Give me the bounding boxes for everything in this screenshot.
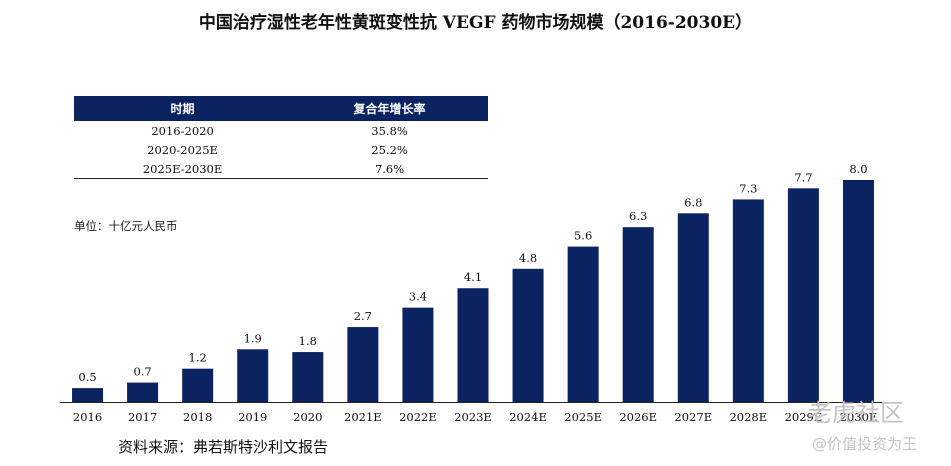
bar-2016 [72, 388, 104, 402]
data-label: 6.3 [629, 209, 647, 223]
data-label: 4.8 [519, 251, 537, 265]
watermark-handle: @价值投资为王 [812, 435, 918, 453]
period-cell: 2025E-2030E [74, 159, 292, 179]
cagr-table-header-row: 时期 复合年增长率 [74, 96, 488, 121]
data-label: 8.0 [849, 162, 867, 176]
data-label: 6.8 [684, 195, 702, 209]
period-header: 时期 [74, 96, 292, 121]
bar-2018 [182, 368, 214, 402]
x-tick-label: 2019 [238, 410, 267, 424]
bar-2030E [842, 180, 874, 402]
data-label: 2.7 [354, 309, 372, 323]
bar-2024E [512, 268, 544, 402]
bar-2017 [127, 382, 159, 402]
period-cell: 2020-2025E [147, 142, 218, 157]
cagr-cell: 7.6% [291, 159, 488, 179]
x-tick-label: 2020 [293, 410, 322, 424]
data-label: 0.5 [78, 370, 96, 384]
x-tick-label: 2024E [509, 410, 547, 424]
table-row: 2025E-2030E 7.6% [74, 159, 488, 179]
bars-group: 0.5 0.7 1.2 1.9 1.8 2.7 3.4 4.1 4.8 5.6 6.3 6.8 7.3 7… [72, 162, 874, 402]
bar-2025E [567, 246, 599, 402]
cagr-cell: 35.8% [371, 123, 408, 138]
bar-2022E [402, 307, 434, 402]
chart-title: 中国治疗湿性老年性黄斑变性抗 VEGF 药物市场规模（2016-2030E） [198, 13, 753, 33]
cagr-header: 复合年增长率 [291, 96, 488, 121]
bar-2028E [732, 199, 764, 402]
data-label: 4.1 [464, 270, 482, 284]
x-tick-label: 2030E [840, 410, 878, 424]
unit-label: 单位：十亿元人民币 [74, 219, 178, 233]
bar-2029E [787, 188, 819, 402]
table-row: 2020-2025E 25.2% [74, 140, 488, 159]
data-label: 0.7 [133, 365, 151, 379]
data-label: 1.2 [189, 351, 207, 365]
data-label: 7.7 [794, 170, 812, 184]
x-tick-label: 2021E [344, 410, 382, 424]
cagr-cell: 25.2% [371, 142, 408, 157]
bar-2019 [237, 349, 269, 402]
x-tick-label: 2018 [183, 410, 212, 424]
data-label: 1.9 [244, 331, 262, 345]
x-tick-label: 2022E [399, 410, 437, 424]
x-tick-label: 2029E [785, 410, 823, 424]
data-label: 7.3 [739, 181, 757, 195]
x-tick-label: 2028E [729, 410, 767, 424]
bar-2027E [677, 213, 709, 402]
x-tick-label: 2026E [619, 410, 657, 424]
period-cell: 2016-2020 [151, 123, 214, 138]
data-label: 5.6 [574, 229, 592, 243]
x-tick-label: 2027E [674, 410, 712, 424]
x-tick-label: 2023E [454, 410, 492, 424]
bar-2023E [457, 288, 489, 402]
cagr-table: 时期 复合年增长率 2016-2020 35.8% 2020-2025E 25.… [74, 96, 488, 179]
bar-2021E [347, 327, 379, 402]
x-tick-label: 2016 [73, 410, 102, 424]
source-note: 资料来源：弗若斯特沙利文报告 [118, 438, 329, 456]
data-label: 1.8 [299, 334, 317, 348]
watermark-logo-text: 老虎社区 [808, 399, 904, 427]
x-tick-label: 2017 [128, 410, 157, 424]
bar-2026E [622, 227, 654, 402]
data-label: 3.4 [409, 290, 427, 304]
table-row: 2016-2020 35.8% [74, 121, 488, 140]
bar-2020 [292, 352, 324, 402]
x-tick-labels: 2016 2017 2018 2019 2020 2021E 2022E 2023E 2024E… [73, 410, 877, 424]
x-tick-label: 2025E [564, 410, 602, 424]
